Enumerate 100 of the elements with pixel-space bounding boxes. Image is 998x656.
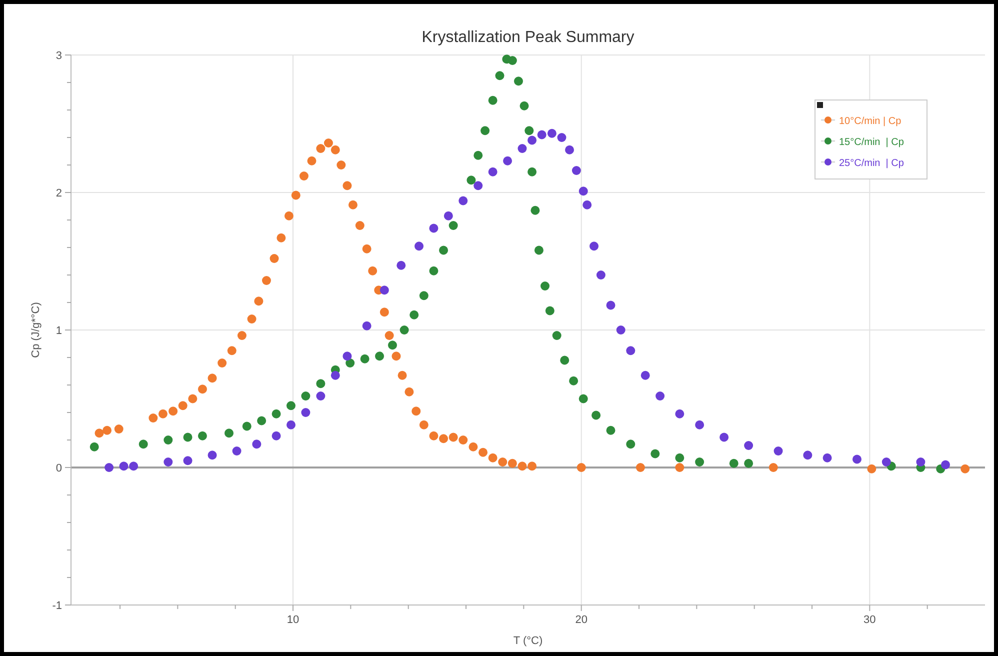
point [198, 431, 207, 440]
point [119, 462, 128, 471]
point [582, 200, 592, 210]
point [208, 374, 217, 383]
legend-label: 10°C/min | Cp [839, 116, 902, 127]
y-tick-label: 0 [56, 462, 62, 474]
point [419, 291, 428, 300]
point [419, 420, 428, 430]
point [596, 270, 606, 280]
point [307, 156, 316, 166]
point [299, 172, 308, 180]
point [94, 428, 104, 438]
point [342, 352, 352, 361]
point [576, 463, 586, 472]
point [488, 453, 498, 462]
point [429, 431, 438, 440]
point [429, 224, 438, 233]
point [640, 370, 650, 380]
point [342, 181, 352, 190]
point [284, 211, 294, 220]
point [508, 458, 517, 468]
point [675, 463, 684, 472]
point [129, 462, 138, 471]
x-tick-label: 10 [286, 614, 300, 626]
point [822, 453, 832, 462]
point [291, 190, 300, 200]
point [488, 167, 498, 176]
point [247, 314, 256, 324]
point [392, 352, 401, 361]
point [429, 266, 438, 276]
point [232, 446, 242, 456]
point [227, 346, 236, 356]
point [375, 352, 384, 361]
point [537, 130, 546, 140]
point [675, 453, 684, 462]
point [882, 458, 891, 466]
point [252, 440, 262, 449]
chart-title: Krystallization Peak Summary [422, 29, 634, 46]
point [330, 370, 340, 380]
point [396, 260, 406, 270]
point [168, 406, 178, 416]
point [178, 401, 188, 410]
point [695, 458, 704, 466]
point [458, 436, 468, 444]
point [208, 450, 217, 460]
point [384, 331, 394, 340]
point [458, 196, 468, 206]
point [262, 276, 271, 285]
point [695, 420, 704, 430]
point [102, 426, 112, 435]
point [254, 296, 264, 306]
point [744, 441, 754, 450]
x-axis-title: T (°C) [513, 635, 543, 647]
point [468, 442, 478, 452]
point [439, 246, 448, 255]
point [518, 144, 527, 153]
point [301, 408, 310, 417]
point [552, 331, 562, 340]
x-tick-label: 20 [575, 614, 588, 626]
point [960, 464, 970, 474]
point [362, 244, 372, 254]
point [270, 254, 279, 263]
point [636, 463, 645, 472]
point [316, 392, 326, 400]
point [626, 440, 636, 449]
point [478, 448, 488, 457]
point [466, 176, 476, 185]
point [336, 160, 346, 170]
point [675, 409, 684, 418]
point [158, 409, 168, 418]
point [867, 464, 876, 474]
point [272, 409, 281, 418]
point [557, 133, 566, 142]
point [656, 392, 665, 400]
point [514, 76, 523, 86]
point [545, 306, 554, 316]
point [348, 200, 358, 210]
point [941, 460, 950, 470]
point [606, 426, 616, 435]
point [520, 101, 529, 110]
point [330, 145, 340, 154]
point [528, 462, 537, 471]
point [355, 221, 364, 230]
point [188, 394, 198, 404]
point [324, 138, 333, 148]
point [362, 321, 372, 330]
point [534, 246, 544, 255]
point [540, 282, 550, 290]
point [565, 145, 574, 154]
point [488, 96, 498, 105]
y-axis-title: Cp (J/g*°C) [30, 302, 42, 358]
point [498, 458, 508, 466]
point [572, 166, 581, 175]
point [916, 458, 926, 466]
point [495, 71, 504, 80]
point [720, 432, 729, 442]
point [578, 394, 588, 404]
point [398, 370, 407, 380]
point [528, 136, 537, 145]
point [276, 233, 286, 242]
